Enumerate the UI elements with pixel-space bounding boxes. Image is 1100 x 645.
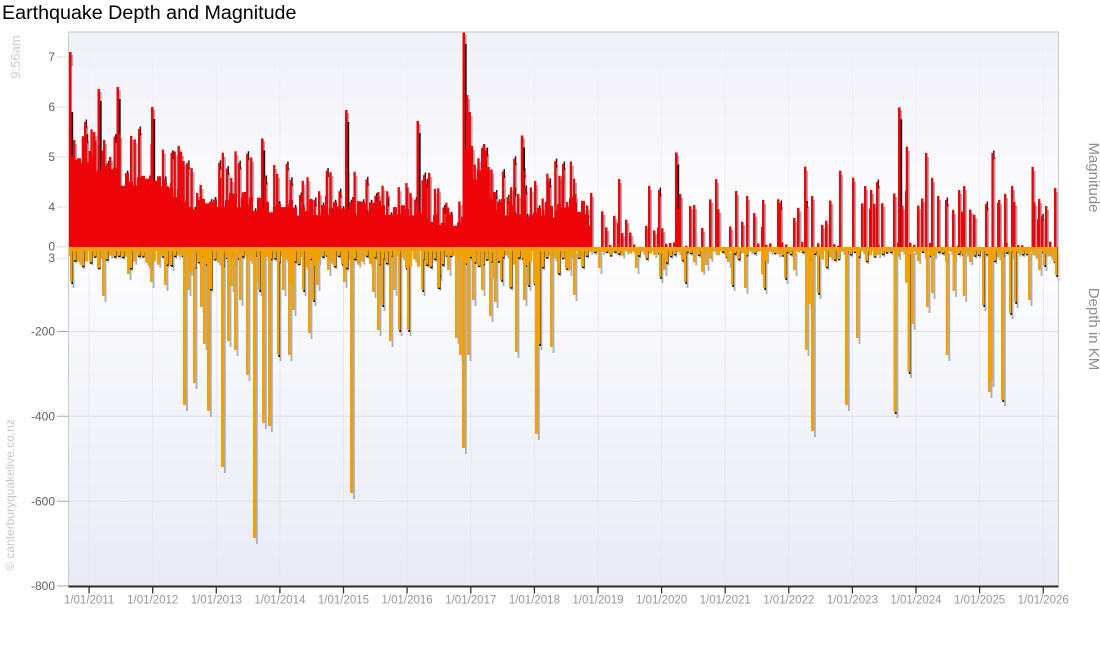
svg-text:Depth in KM: Depth in KM — [1085, 288, 1100, 371]
svg-text:1/01/2013: 1/01/2013 — [191, 595, 242, 607]
svg-text:7: 7 — [48, 50, 55, 64]
svg-text:1/01/2021: 1/01/2021 — [700, 595, 751, 607]
svg-text:5: 5 — [48, 150, 55, 164]
svg-text:© canterburyquakelive.co.nz: © canterburyquakelive.co.nz — [3, 419, 17, 571]
svg-text:0: 0 — [48, 240, 55, 254]
svg-text:1/01/2012: 1/01/2012 — [127, 595, 178, 607]
svg-text:Magnitude: Magnitude — [1085, 142, 1100, 212]
svg-text:1/01/2015: 1/01/2015 — [318, 595, 369, 607]
svg-text:1/01/2018: 1/01/2018 — [509, 595, 560, 607]
svg-text:1/01/2023: 1/01/2023 — [827, 595, 878, 607]
svg-text:9:56am: 9:56am — [8, 35, 23, 78]
svg-text:4: 4 — [48, 200, 55, 214]
svg-text:6: 6 — [48, 100, 55, 114]
svg-text:Earthquake Depth and Magnitude: Earthquake Depth and Magnitude — [2, 2, 296, 24]
svg-text:1/01/2024: 1/01/2024 — [890, 595, 942, 607]
svg-text:1/01/2017: 1/01/2017 — [445, 595, 496, 607]
svg-text:1/01/2011: 1/01/2011 — [64, 595, 114, 607]
svg-text:1/01/2025: 1/01/2025 — [954, 595, 1005, 607]
svg-text:1/01/2026: 1/01/2026 — [1018, 595, 1069, 607]
svg-text:1/01/2019: 1/01/2019 — [572, 595, 623, 607]
svg-text:1/01/2014: 1/01/2014 — [254, 595, 306, 607]
svg-text:1/01/2016: 1/01/2016 — [382, 595, 433, 607]
svg-text:-600: -600 — [31, 494, 55, 508]
svg-text:-800: -800 — [31, 579, 55, 593]
svg-text:3: 3 — [48, 251, 55, 265]
svg-text:1/01/2022: 1/01/2022 — [763, 595, 814, 607]
svg-text:-400: -400 — [31, 409, 55, 423]
svg-text:-200: -200 — [31, 325, 55, 339]
svg-text:1/01/2020: 1/01/2020 — [636, 595, 687, 607]
